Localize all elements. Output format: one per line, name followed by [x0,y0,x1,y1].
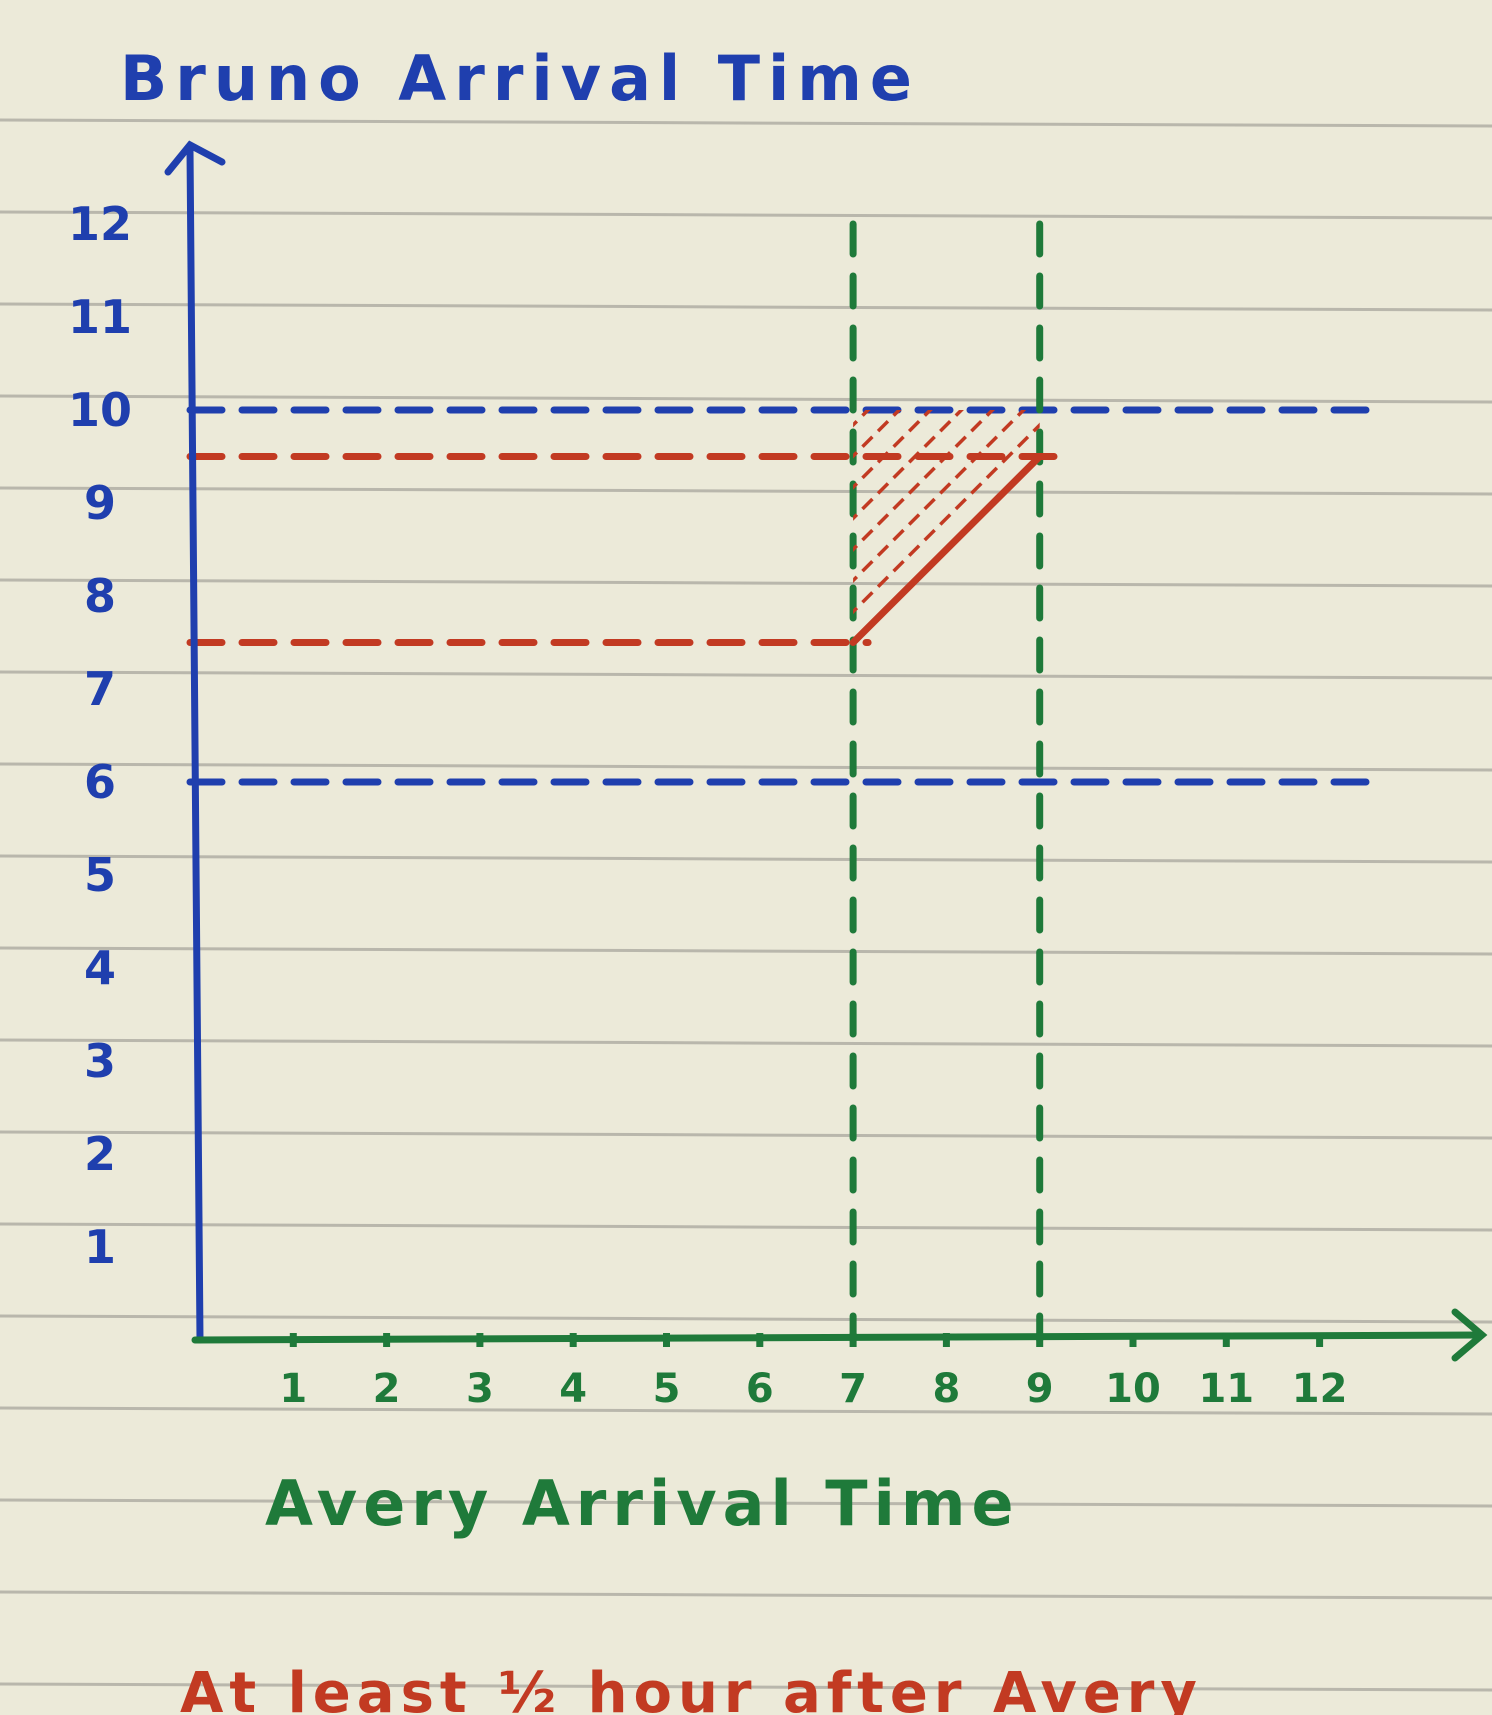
y-tick-label: 9 [84,476,116,530]
x-tick-label: 1 [279,1366,307,1412]
reference-lines [186,220,1387,1344]
rule-line [0,1498,1492,1508]
y-tick-label: 8 [84,569,116,623]
rule-line [0,1406,1492,1416]
rule-line [0,578,1492,588]
y-tick-label: 12 [68,197,132,251]
x-tick-label: 9 [1026,1366,1054,1412]
rule-line [0,1222,1492,1232]
x-tick-label: 10 [1105,1366,1161,1412]
rule-line [0,762,1492,772]
rule-line [0,854,1492,864]
rule-line [0,1590,1492,1600]
y-tick-label: 11 [68,290,132,344]
y-axis [186,146,204,1344]
rule-line [0,1682,1492,1692]
y-tick-label: 6 [84,755,116,809]
rule-line [0,1314,1492,1324]
y-tick-label: 1 [84,1220,116,1274]
rule-line [0,118,1492,128]
x-tick-label: 4 [559,1366,587,1412]
x-tick-label: 3 [466,1366,494,1412]
y-tick-label: 4 [84,941,116,995]
rule-line [0,486,1492,496]
rule-line [0,946,1492,956]
x-tick-label: 2 [373,1366,401,1412]
notebook-rule-lines [0,118,1492,1692]
axes [164,140,1488,1362]
x-axis-label: Avery Arrival Time [265,1467,1020,1540]
rule-line [0,210,1492,220]
rule-line [0,1038,1492,1048]
x-tick-label: 6 [746,1366,774,1412]
y-tick-label: 5 [84,848,116,902]
rule-line [0,302,1492,312]
y-axis-label: Bruno Arrival Time [120,42,920,115]
x-tick-label: 8 [932,1366,960,1412]
rule-line [0,394,1492,404]
x-tick-label: 12 [1292,1366,1348,1412]
chart-caption: At least ½ hour after Avery [180,1661,1203,1715]
rule-line [0,1130,1492,1140]
hatched-area [853,410,1040,643]
y-tick-label: 7 [84,662,116,716]
x-tick-label: 5 [653,1366,681,1412]
y-axis-arrow [164,140,226,176]
rule-line [0,670,1492,680]
shaded-region [849,410,1044,646]
x-axis-arrow [1451,1308,1488,1362]
x-axis [191,1331,1484,1344]
y-tick-label: 3 [84,1034,116,1088]
boundary-line [849,453,1044,646]
x-tick-label: 7 [839,1366,867,1412]
y-tick-label: 2 [84,1127,116,1181]
x-tick-label: 11 [1198,1366,1254,1412]
y-tick-label: 10 [68,383,132,437]
